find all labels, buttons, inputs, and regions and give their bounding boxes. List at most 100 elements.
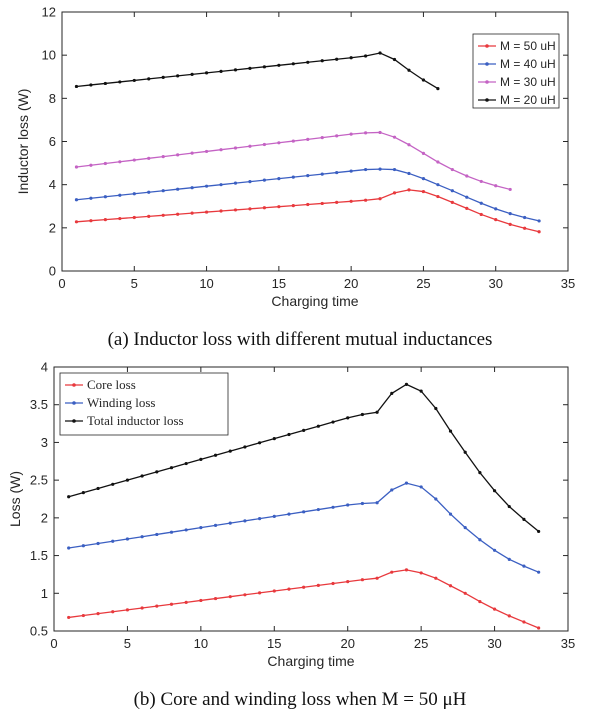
data-point	[248, 144, 252, 148]
data-point	[378, 51, 382, 55]
data-point	[248, 207, 252, 211]
data-point	[320, 136, 324, 140]
data-point	[277, 63, 281, 67]
data-point	[161, 75, 165, 79]
data-point	[291, 204, 295, 208]
x-tick-label: 25	[414, 636, 428, 651]
legend: M = 50 uH M = 40 uH M = 30 uH M = 20 uH	[472, 33, 560, 109]
data-point	[479, 201, 483, 205]
data-point	[243, 593, 247, 597]
y-tick-label: 3.5	[30, 397, 48, 412]
x-tick-label: 30	[487, 636, 501, 651]
x-tick-label: 10	[194, 636, 208, 651]
data-point	[375, 410, 379, 414]
y-tick-label: 1.5	[30, 548, 48, 563]
series-winding-loss	[67, 481, 541, 574]
plot-frame	[53, 366, 569, 632]
data-point	[478, 538, 482, 542]
data-point	[190, 72, 194, 76]
data-point	[375, 576, 379, 580]
data-point	[302, 585, 306, 589]
x-tick-label: 35	[561, 276, 575, 291]
data-point	[111, 610, 115, 614]
data-point	[448, 512, 453, 516]
data-point	[258, 441, 262, 445]
legend-item-winding-loss: Winding loss	[65, 395, 155, 410]
data-point	[103, 195, 107, 199]
data-point	[96, 486, 100, 491]
series-core-loss	[67, 568, 541, 630]
series-m-30-uh	[74, 130, 512, 192]
data-point	[291, 62, 295, 66]
data-point	[89, 219, 93, 223]
data-point	[407, 171, 411, 176]
x-tick-label: 0	[50, 636, 57, 651]
caption-b: (b) Core and winding loss when M = 50 μH	[134, 689, 467, 710]
data-point	[407, 68, 411, 72]
data-point	[169, 530, 174, 534]
series-m-50-uh	[74, 188, 541, 234]
data-point	[421, 78, 426, 82]
data-point	[147, 190, 151, 194]
data-point	[448, 584, 453, 588]
data-point	[161, 155, 165, 159]
data-point	[390, 488, 394, 492]
data-point	[262, 142, 266, 147]
data-point	[463, 591, 467, 595]
data-point	[492, 607, 497, 611]
data-point	[306, 202, 310, 207]
data-point	[169, 466, 174, 470]
data-point	[320, 59, 324, 63]
data-point	[450, 167, 454, 172]
data-point	[132, 78, 136, 83]
data-point	[507, 504, 511, 509]
data-point	[331, 505, 335, 509]
data-point	[155, 532, 159, 537]
data-point	[419, 571, 423, 575]
data-point	[228, 449, 232, 453]
y-tick-label: 3	[41, 435, 48, 450]
data-point	[103, 81, 107, 86]
data-point	[306, 137, 310, 141]
data-point	[74, 220, 79, 224]
data-point	[419, 485, 423, 489]
data-point	[233, 208, 238, 212]
data-point	[421, 189, 426, 194]
x-tick-label: 5	[131, 276, 138, 291]
data-point	[316, 507, 320, 512]
data-point	[360, 501, 364, 506]
caption-a: (a) Inductor loss with different mutual …	[108, 329, 493, 350]
data-point	[407, 188, 411, 192]
data-point	[277, 177, 281, 181]
data-point	[436, 87, 440, 91]
data-point	[523, 226, 527, 230]
legend-swatch-marker	[72, 383, 76, 387]
data-point	[287, 512, 291, 516]
series-m-20-uh	[74, 51, 440, 91]
chart-b-core-winding-loss: 0 5 10 15 20 25 30 35 0.5 1 1.5 2 2.5 3 3.5 4 Charging t…	[7, 360, 575, 670]
data-point	[316, 424, 320, 428]
y-axis-label: Inductor loss (W)	[15, 89, 31, 195]
data-point	[463, 526, 467, 530]
data-point	[248, 66, 252, 70]
data-point	[291, 139, 295, 143]
data-point	[421, 177, 426, 181]
data-point	[233, 68, 238, 72]
data-point	[140, 606, 144, 610]
data-point	[436, 194, 440, 199]
y-tick-label: 4	[49, 177, 56, 192]
data-point	[349, 132, 353, 136]
data-point	[118, 160, 122, 164]
data-point	[74, 198, 79, 202]
data-point	[492, 548, 497, 552]
data-point	[407, 143, 411, 147]
data-point	[537, 219, 541, 223]
data-point	[147, 214, 151, 218]
data-point	[302, 428, 306, 432]
data-point	[287, 587, 291, 591]
data-point	[81, 544, 85, 548]
series-line	[76, 52, 439, 90]
data-point	[67, 546, 71, 550]
data-point	[132, 158, 136, 162]
x-tick-label: 15	[267, 636, 281, 651]
